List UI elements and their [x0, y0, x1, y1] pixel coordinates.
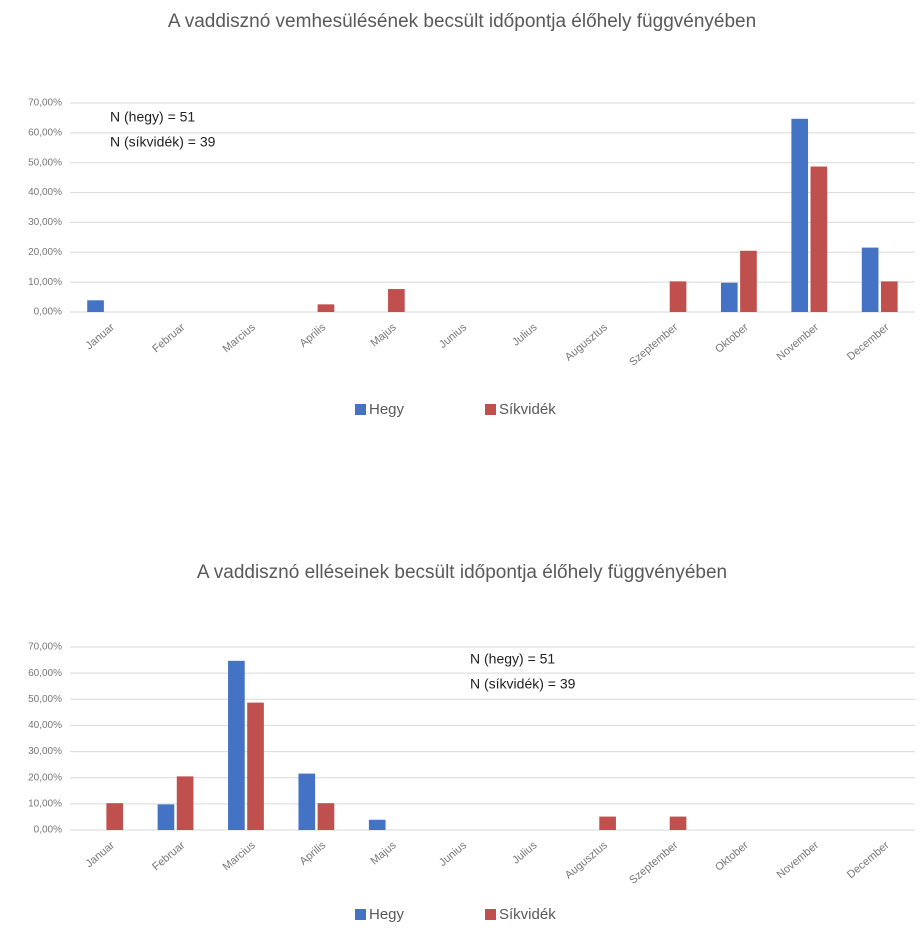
annotation: N (síkvidék) = 39 [110, 134, 216, 150]
bar [368, 819, 386, 830]
x-tick-label: Szeptember [627, 321, 680, 369]
x-tick-label: Majus [368, 839, 399, 867]
y-tick-label: 30,00% [28, 746, 62, 757]
annotation: N (hegy) = 51 [470, 651, 555, 667]
x-tick-label: Junius [437, 839, 469, 869]
x-tick-label: November [775, 321, 822, 363]
y-tick-label: 50,00% [28, 694, 62, 705]
y-tick-label: 10,00% [28, 798, 62, 809]
x-tick-label: Oktober [713, 839, 751, 874]
y-tick-label: 70,00% [28, 642, 62, 653]
x-tick-label: December [845, 321, 892, 363]
x-tick-label: Junius [437, 321, 469, 351]
x-tick-label: Augusztus [563, 839, 610, 882]
y-tick-label: 60,00% [28, 127, 62, 138]
y-tick-label: 60,00% [28, 668, 62, 679]
y-tick-label: 50,00% [28, 157, 62, 168]
x-tick-label: Marcius [221, 839, 259, 873]
bar [106, 803, 124, 830]
annotation: N (hegy) = 51 [110, 109, 195, 125]
bar [791, 118, 809, 312]
chart-title: A vaddisznó elléseinek becsült időpontja… [197, 562, 727, 583]
x-tick-label: Julius [510, 839, 540, 867]
bar [740, 250, 757, 312]
x-tick-label: Marcius [221, 321, 259, 355]
bar [317, 803, 335, 830]
x-tick-label: Julius [510, 321, 540, 349]
bar [880, 281, 898, 312]
y-tick-label: 20,00% [28, 772, 62, 783]
bar [228, 660, 245, 830]
x-tick-label: Aprilis [298, 839, 329, 868]
x-tick-label: Majus [368, 321, 399, 349]
x-tick-label: Augusztus [563, 321, 610, 364]
legend-swatch [485, 909, 496, 920]
bar [388, 289, 405, 312]
chart-title: A vaddisznó vemhesülésének becsült időpo… [168, 11, 756, 32]
x-tick-label: Szeptember [627, 839, 680, 887]
bar [298, 773, 316, 830]
y-tick-label: 20,00% [28, 247, 62, 258]
bar [720, 282, 738, 312]
bar [861, 247, 879, 312]
x-tick-label: Januar [84, 321, 118, 352]
y-tick-label: 40,00% [28, 720, 62, 731]
x-tick-label: Aprilis [298, 321, 329, 350]
legend-label: Hegy [369, 906, 405, 923]
y-tick-label: 30,00% [28, 217, 62, 228]
legend-label: Hegy [369, 401, 405, 418]
bar [669, 816, 687, 830]
y-tick-label: 0,00% [34, 307, 62, 318]
x-tick-label: December [845, 839, 892, 881]
annotation: N (síkvidék) = 39 [470, 676, 576, 692]
bar [87, 300, 104, 312]
x-tick-label: November [775, 839, 822, 881]
legend-label: Síkvidék [499, 906, 556, 923]
y-tick-label: 70,00% [28, 98, 62, 109]
legend-label: Síkvidék [499, 401, 556, 418]
y-tick-label: 0,00% [34, 825, 62, 836]
x-tick-label: Januar [84, 839, 118, 870]
y-tick-label: 40,00% [28, 187, 62, 198]
x-tick-label: Oktober [713, 321, 751, 356]
x-tick-label: Februar [150, 839, 187, 873]
x-tick-label: Februar [150, 321, 187, 355]
bar [176, 776, 194, 830]
bar [599, 816, 616, 830]
bar [247, 702, 264, 830]
legend-swatch [485, 404, 496, 415]
legend-swatch [355, 404, 366, 415]
bar [669, 281, 687, 312]
y-tick-label: 10,00% [28, 277, 62, 288]
bar [810, 166, 828, 312]
bar [317, 304, 335, 312]
legend-swatch [355, 909, 366, 920]
bar [157, 804, 175, 830]
